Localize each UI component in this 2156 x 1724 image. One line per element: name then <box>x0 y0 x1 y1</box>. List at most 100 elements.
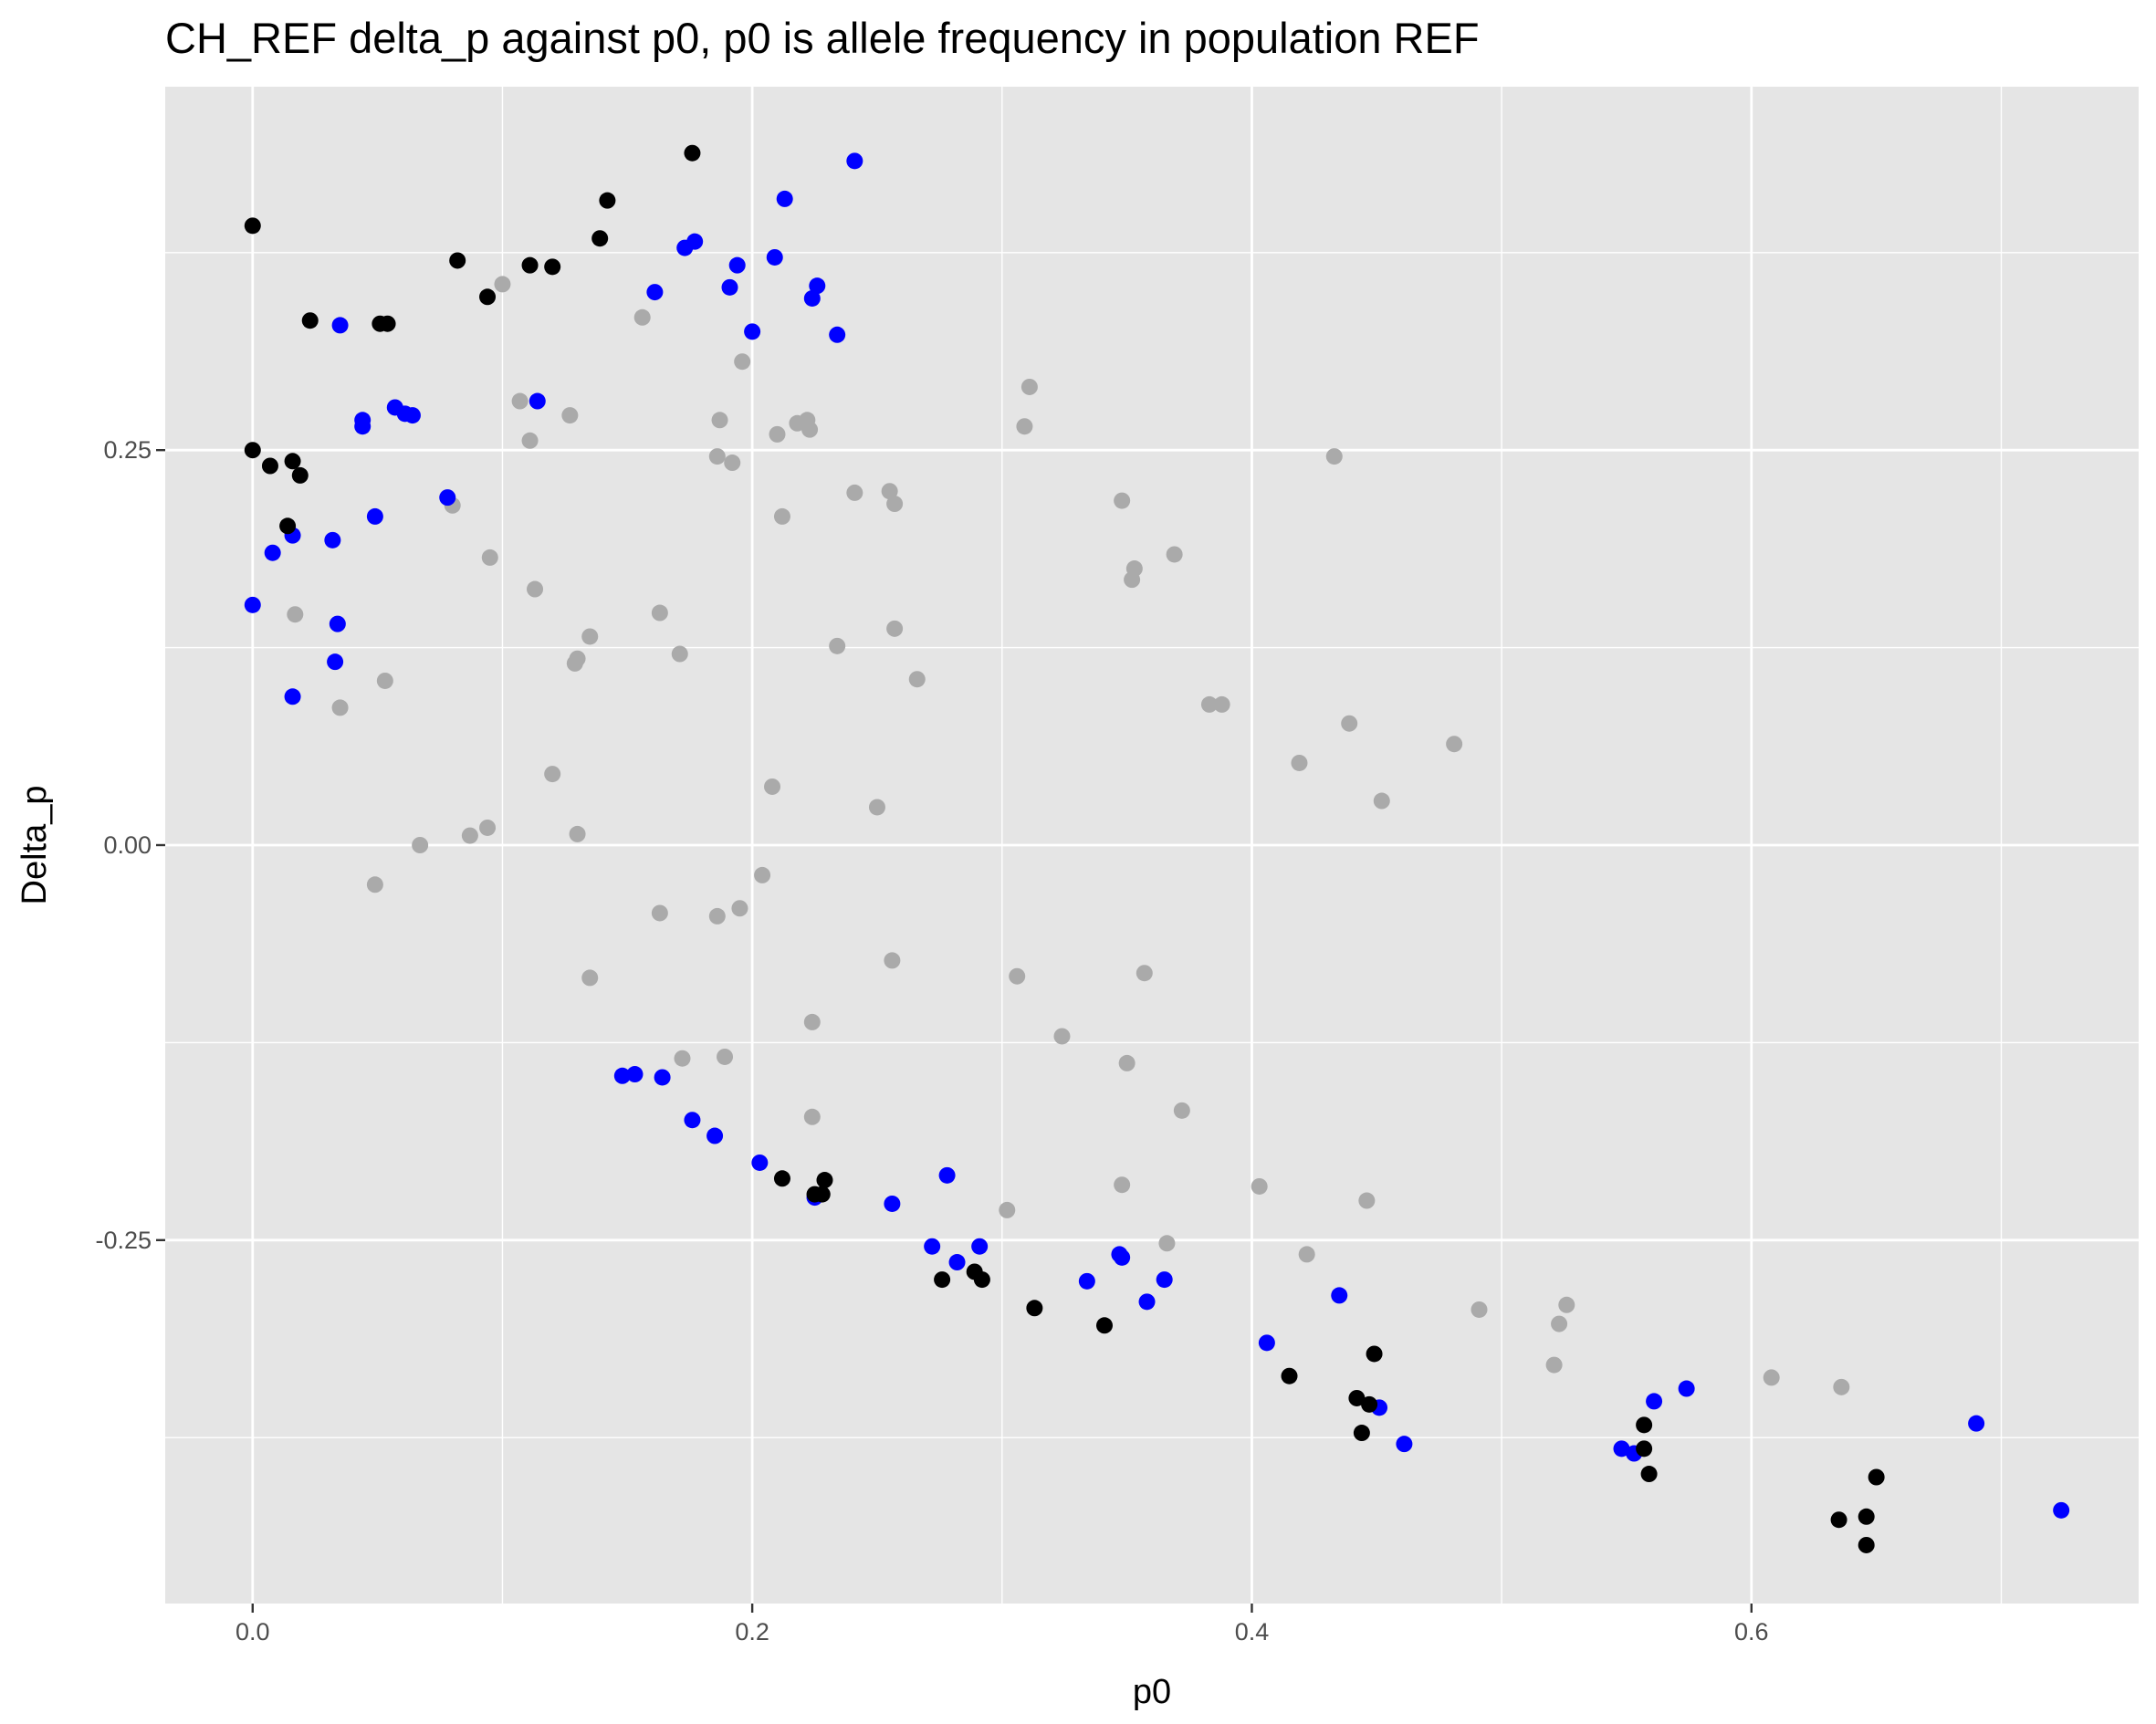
blue-data-point <box>264 544 281 561</box>
blue-data-point <box>776 190 793 207</box>
gray-data-point <box>789 414 806 432</box>
black-data-point <box>1868 1468 1885 1486</box>
gray-data-point <box>1213 695 1230 713</box>
blue-data-point <box>684 1112 701 1129</box>
blue-data-point <box>529 392 546 410</box>
blue-data-point <box>613 1067 631 1084</box>
black-data-point <box>1636 1416 1653 1434</box>
blue-data-point <box>938 1166 956 1184</box>
gray-data-point <box>581 969 599 987</box>
blue-data-point <box>327 653 344 671</box>
gray-data-point <box>521 432 539 449</box>
gray-data-point <box>1166 546 1183 563</box>
blue-data-point <box>1258 1334 1275 1352</box>
chart-title: CH_REF delta_p against p0, p0 is allele … <box>165 14 1480 62</box>
gray-data-point <box>724 455 741 472</box>
blue-data-point <box>948 1254 966 1271</box>
gray-data-point <box>884 952 901 969</box>
x-tick-label: 0.0 <box>235 1618 270 1646</box>
blue-data-point <box>803 289 821 307</box>
gray-data-point <box>803 1013 821 1030</box>
blue-data-point <box>2053 1501 2070 1519</box>
blue-data-point <box>721 278 738 296</box>
black-data-point <box>244 217 261 235</box>
blue-data-point <box>1678 1380 1695 1397</box>
gray-data-point <box>731 900 748 917</box>
black-data-point <box>449 252 466 269</box>
gray-data-point <box>708 907 726 925</box>
gray-data-point <box>366 876 383 893</box>
blue-data-point <box>751 1154 769 1171</box>
x-axis-title: p0 <box>1133 1673 1171 1711</box>
blue-data-point <box>924 1238 941 1255</box>
blue-data-point <box>1078 1272 1095 1290</box>
gray-data-point <box>1325 448 1343 465</box>
y-tick-label: -0.25 <box>95 1227 152 1254</box>
black-data-point <box>599 192 616 209</box>
gray-data-point <box>671 645 688 663</box>
black-data-point <box>244 442 261 459</box>
gray-data-point <box>717 1048 734 1065</box>
blue-data-point <box>331 317 349 334</box>
black-data-point <box>1096 1317 1114 1334</box>
blue-data-point <box>744 323 761 340</box>
black-data-point <box>479 288 497 306</box>
gray-data-point <box>1341 715 1358 732</box>
gray-data-point <box>1124 571 1141 589</box>
x-tick-label: 0.6 <box>1734 1618 1769 1646</box>
gray-data-point <box>581 628 599 645</box>
blue-data-point <box>1968 1415 1985 1432</box>
black-data-point <box>684 144 701 162</box>
x-tick-label: 0.2 <box>735 1618 769 1646</box>
blue-data-point <box>971 1238 989 1255</box>
gray-data-point <box>1173 1102 1190 1119</box>
gray-data-point <box>561 407 579 424</box>
gray-data-point <box>1551 1315 1568 1332</box>
gray-data-point <box>1446 736 1463 753</box>
blue-data-point <box>766 248 783 266</box>
data-points <box>244 144 2070 1553</box>
blue-data-point <box>1156 1271 1173 1289</box>
black-data-point <box>1858 1508 1875 1525</box>
gray-data-point <box>511 392 529 410</box>
gray-data-point <box>651 604 668 622</box>
gray-data-point <box>1020 378 1038 395</box>
black-data-point <box>1026 1300 1043 1317</box>
gray-data-point <box>801 421 819 438</box>
gray-data-point <box>711 412 728 429</box>
blue-data-point <box>403 407 421 424</box>
gray-data-point <box>803 1108 821 1125</box>
gray-data-point <box>868 799 885 816</box>
black-data-point <box>816 1172 833 1189</box>
gray-data-point <box>1298 1246 1315 1263</box>
gray-data-point <box>754 866 771 883</box>
black-data-point <box>1281 1367 1298 1384</box>
gray-data-point <box>773 507 790 525</box>
blue-data-point <box>846 152 863 170</box>
gray-data-point <box>908 671 926 688</box>
black-data-point <box>379 315 396 332</box>
black-data-point <box>291 466 309 484</box>
gray-data-point <box>481 549 498 566</box>
gray-data-point <box>494 276 511 293</box>
black-data-point <box>1353 1425 1370 1442</box>
gray-data-point <box>633 308 651 326</box>
gray-data-point <box>999 1201 1016 1218</box>
black-data-point <box>284 453 301 470</box>
gray-data-point <box>1118 1054 1136 1071</box>
gray-data-point <box>331 699 349 716</box>
gray-data-point <box>527 580 544 598</box>
blue-data-point <box>244 596 261 613</box>
gray-data-point <box>708 448 726 465</box>
blue-data-point <box>1613 1440 1630 1458</box>
blue-data-point <box>1646 1393 1663 1410</box>
black-data-point <box>544 258 561 276</box>
y-axis-title: Delta_p <box>16 786 54 905</box>
gray-data-point <box>1053 1028 1071 1045</box>
gray-data-point <box>569 825 586 842</box>
x-tick-label: 0.4 <box>1235 1618 1270 1646</box>
gray-data-point <box>1291 754 1308 771</box>
gray-data-point <box>1763 1369 1780 1386</box>
gray-data-point <box>734 353 751 371</box>
